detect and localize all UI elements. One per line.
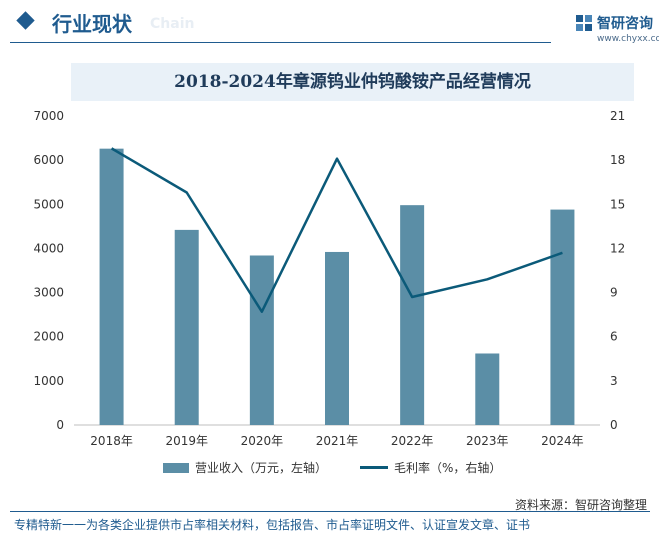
y-left-tick-label: 2000	[33, 330, 64, 344]
source-note: 资料来源：智研咨询整理	[514, 498, 647, 512]
header-divider	[10, 42, 551, 43]
chart-title: 2018-2024年章源钨业仲钨酸铵产品经营情况	[174, 72, 531, 92]
x-tick-label: 2024年	[541, 434, 584, 448]
legend-item-revenue: 营业收入（万元，左轴）	[163, 459, 327, 476]
y-left-tick-label: 6000	[33, 153, 64, 167]
bar-revenue	[99, 148, 124, 425]
bar-revenue	[325, 251, 349, 425]
legend-item-margin: 毛利率（%，右轴）	[360, 459, 501, 476]
y-left-tick-label: 7000	[33, 109, 64, 123]
y-left-tick-label: 1000	[33, 374, 64, 388]
x-tick-label: 2019年	[165, 434, 208, 448]
legend-label-margin: 毛利率（%，右轴）	[394, 461, 502, 475]
bar-revenue	[550, 209, 575, 425]
y-right-tick-label: 3	[610, 374, 618, 388]
x-tick-label: 2022年	[391, 434, 434, 448]
footer-text: 专精特新一一为各类企业提供市占率相关材料，包括报告、市占率证明文件、认证宣发文章…	[14, 518, 531, 532]
x-tick-label: 2021年	[316, 434, 359, 448]
y-right-tick-label: 6	[610, 330, 618, 344]
bar-revenue	[249, 255, 274, 425]
y-right-tick-label: 21	[610, 109, 625, 123]
y-right-tick-label: 9	[610, 286, 618, 300]
chart-title-band: 2018-2024年章源钨业仲钨酸铵产品经营情况	[71, 63, 634, 101]
y-right-tick-label: 15	[610, 197, 625, 211]
x-tick-label: 2018年	[90, 434, 133, 448]
chart-legend: 营业收入（万元，左轴） 毛利率（%，右轴）	[0, 459, 659, 479]
bar-revenue	[400, 205, 425, 425]
legend-swatch-line	[360, 466, 388, 469]
y-left-tick-label: 5000	[33, 197, 64, 211]
legend-swatch-bar	[163, 462, 189, 473]
brand-url: www.chyxx.com	[597, 34, 659, 44]
bar-revenue	[174, 229, 199, 425]
x-tick-label: 2023年	[466, 434, 509, 448]
section-header: 行业现状 Chain	[0, 0, 659, 44]
y-left-tick-label: 4000	[33, 241, 64, 255]
section-title: 行业现状	[52, 12, 132, 36]
y-right-tick-label: 12	[610, 241, 625, 255]
brand-name: 智研咨询	[597, 16, 653, 32]
y-left-tick-label: 0	[56, 418, 64, 432]
y-right-tick-label: 0	[610, 418, 618, 432]
header-ghost-text: Chain	[150, 16, 195, 32]
y-right-tick-label: 18	[610, 153, 625, 167]
brand-logo-icon	[576, 15, 592, 31]
legend-label-revenue: 营业收入（万元，左轴）	[195, 461, 328, 475]
footer-divider	[10, 511, 650, 512]
y-left-tick-label: 3000	[33, 286, 64, 300]
bar-revenue	[475, 353, 500, 425]
x-tick-label: 2020年	[241, 434, 284, 448]
